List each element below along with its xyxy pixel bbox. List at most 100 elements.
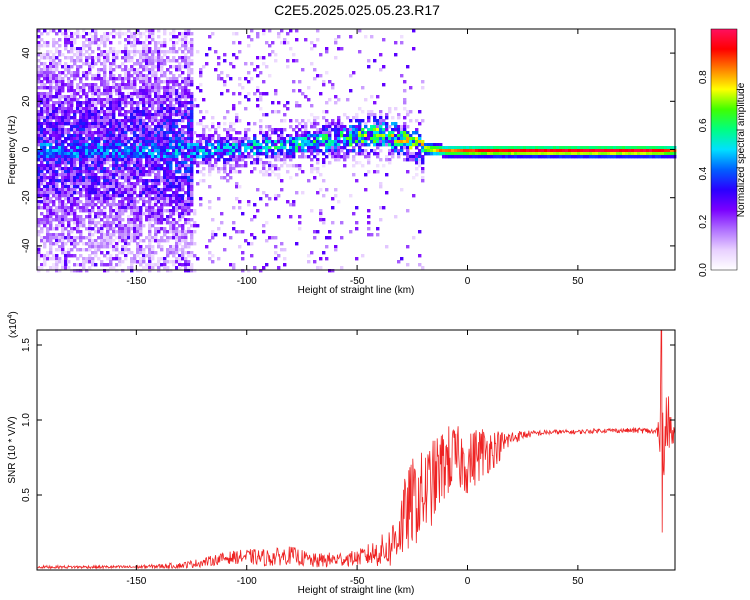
spectrogram-cell (124, 167, 128, 171)
spectrogram-cell (271, 143, 275, 147)
spectrogram-cell (142, 134, 146, 138)
spectrogram-cell (217, 167, 221, 171)
spectrogram-cell (88, 254, 92, 258)
spectrogram-cell (115, 167, 119, 171)
spectrogram-cell (358, 125, 362, 129)
spectrogram-cell (46, 110, 50, 114)
spectrogram-cell (163, 62, 167, 66)
spectrogram-cell (100, 218, 104, 222)
spectrogram-cell (127, 215, 131, 219)
spectrogram-cell (91, 158, 95, 162)
spectrogram-cell (148, 248, 152, 252)
spectrogram-cell (244, 95, 248, 99)
spectrogram-cell (532, 146, 536, 150)
spectrogram-cell (118, 263, 122, 267)
spectrogram-cell (94, 41, 98, 45)
spectrogram-cell (310, 167, 314, 171)
spectrogram-cell (187, 203, 191, 207)
spectrogram-cell (118, 221, 122, 225)
spectrogram-cell (43, 218, 47, 222)
spectrogram-cell (127, 119, 131, 123)
spectrogram-cell (112, 173, 116, 177)
spectrogram-cell (106, 155, 110, 159)
spectrogram-cell (175, 41, 179, 45)
spectrogram-cell (94, 161, 98, 165)
spectrogram-cell (55, 149, 59, 153)
spectrogram-cell (484, 152, 488, 156)
spectrogram-cell (358, 161, 362, 165)
spectrogram-cell (85, 119, 89, 123)
spectrogram-cell (46, 185, 50, 189)
spectrogram-cell (319, 266, 323, 270)
spectrogram-cell (337, 149, 341, 153)
spectrogram-cell (583, 146, 587, 150)
spectrogram-cell (160, 122, 164, 126)
spectrogram-cell (151, 155, 155, 159)
spectrogram-cell (190, 200, 194, 204)
spectrogram-cell (55, 80, 59, 84)
spectrogram-cell (268, 53, 272, 57)
spectrogram-cell (223, 59, 227, 63)
spectrogram-cell (160, 104, 164, 108)
spectrogram-cell (175, 83, 179, 87)
spectrogram-cell (322, 194, 326, 198)
spectrogram-cell (61, 221, 65, 225)
spectrogram-cell (67, 149, 71, 153)
spectrogram-cell (136, 152, 140, 156)
spectrogram-cell (115, 164, 119, 168)
spectrogram-cell (184, 233, 188, 237)
spectrogram-cell (139, 125, 143, 129)
spectrogram-cell (118, 236, 122, 240)
spectrogram-cell (58, 257, 62, 261)
spectrogram-cell (103, 80, 107, 84)
spectrogram-cell (163, 233, 167, 237)
spectrogram-cell (187, 197, 191, 201)
spectrogram-cell (64, 155, 68, 159)
spectrogram-cell (100, 122, 104, 126)
spectrogram-cell (121, 113, 125, 117)
spectrogram-cell (145, 218, 149, 222)
spectrogram-cell (136, 206, 140, 210)
colorbar-tick-label: 0.6 (698, 118, 709, 132)
spectrogram-cell (151, 71, 155, 75)
spectrogram-cell (325, 149, 329, 153)
spectrogram-cell (352, 149, 356, 153)
spectrogram-cell (43, 137, 47, 141)
spectrogram-cell (124, 131, 128, 135)
spectrogram-cell (253, 167, 257, 171)
spectrogram-cell (97, 98, 101, 102)
spectrogram-cell (322, 125, 326, 129)
spectrogram-cell (139, 143, 143, 147)
spectrogram-cell (130, 251, 134, 255)
spectrogram-cell (235, 161, 239, 165)
spectrogram-cell (334, 146, 338, 150)
spectrogram-cell (283, 119, 287, 123)
spectrogram-cell (70, 92, 74, 96)
spectrogram-cell (85, 167, 89, 171)
spectrogram-cell (355, 125, 359, 129)
spectrogram-cell (385, 155, 389, 159)
spectrogram-cell (358, 119, 362, 123)
spectrogram-cell (211, 137, 215, 141)
spectrogram-cell (52, 38, 56, 42)
spectrogram-cell (136, 218, 140, 222)
spectrogram-cell (106, 38, 110, 42)
spectrogram-cell (319, 149, 323, 153)
spectrogram-cell (298, 122, 302, 126)
spectrogram-cell (427, 146, 431, 150)
spectrogram-cell (124, 116, 128, 120)
spectrogram-cell (49, 209, 53, 213)
spectrogram-cell (325, 125, 329, 129)
spectrogram-cell (55, 224, 59, 228)
spectrogram-cell (190, 98, 194, 102)
spectrogram-cell (157, 104, 161, 108)
spectrogram-cell (43, 245, 47, 249)
spectrogram-cell (52, 212, 56, 216)
spectrogram-cell (64, 251, 68, 255)
spectrogram-cell (115, 128, 119, 132)
spectrogram-cell (244, 131, 248, 135)
spectrogram-cell (637, 146, 641, 150)
spectrogram-cell (163, 74, 167, 78)
spectrogram-cell (151, 161, 155, 165)
spectrogram-cell (151, 218, 155, 222)
